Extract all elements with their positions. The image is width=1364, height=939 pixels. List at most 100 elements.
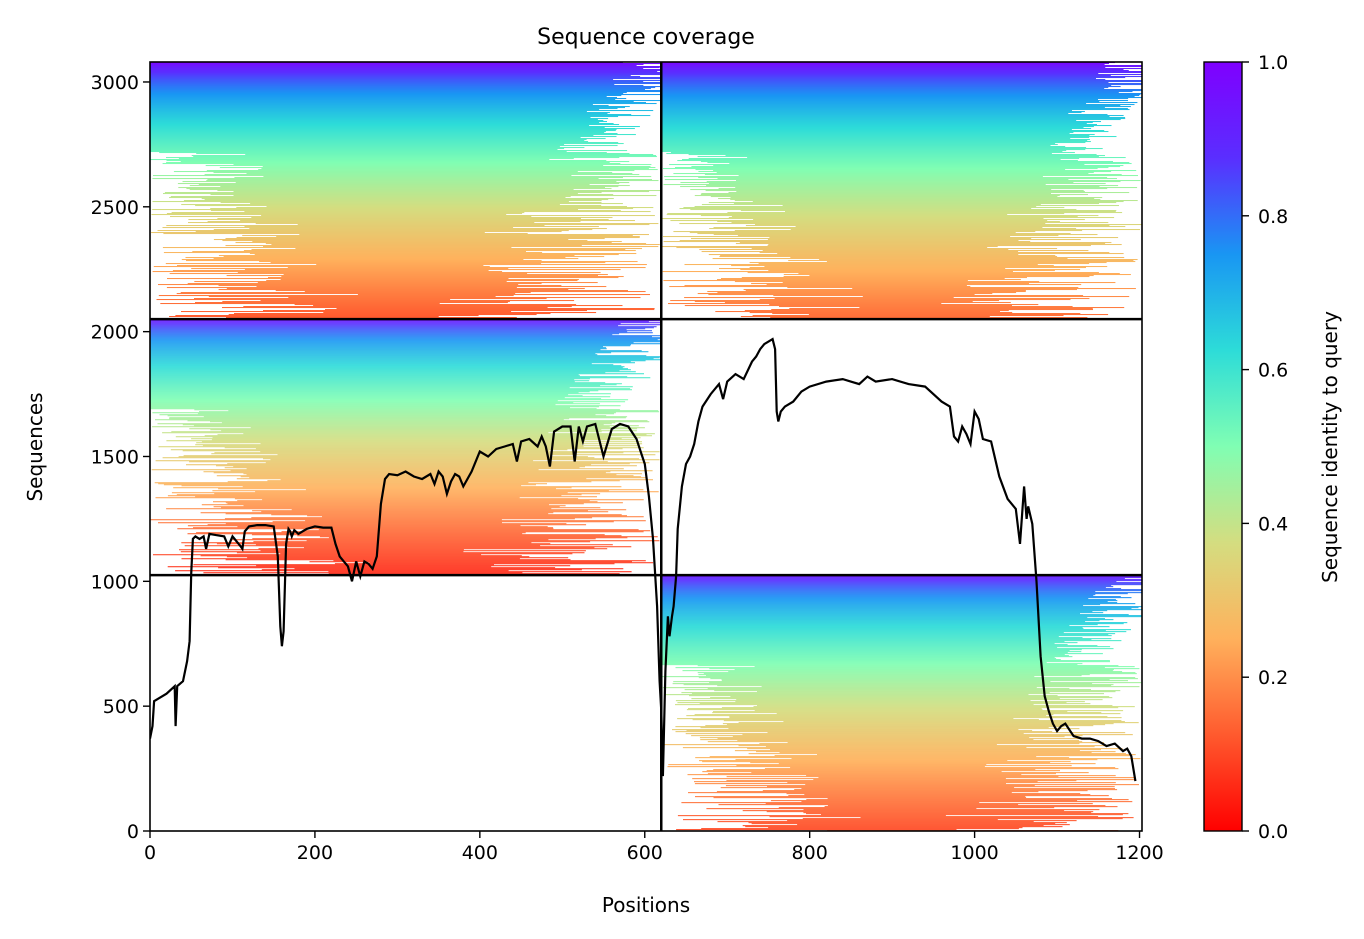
msa-row xyxy=(731,216,1078,218)
msa-row xyxy=(661,69,1124,71)
msa-row xyxy=(745,826,1063,828)
msa-row xyxy=(150,404,556,406)
msa-row xyxy=(242,486,622,488)
msa-row xyxy=(661,101,1100,103)
msa-row xyxy=(661,655,1069,657)
msa-row xyxy=(709,682,1142,684)
msa-row xyxy=(181,558,520,560)
msa-row xyxy=(276,236,640,238)
msa-row xyxy=(744,310,1009,312)
msa-row xyxy=(160,303,440,305)
msa-row xyxy=(150,408,597,410)
msa-row xyxy=(150,148,565,150)
msa-row xyxy=(216,475,634,477)
msa-row xyxy=(661,149,1086,151)
msa-row xyxy=(180,161,630,163)
msa-row xyxy=(661,578,1125,580)
msa-row xyxy=(661,590,1142,592)
msa-row xyxy=(779,752,1092,754)
msa-row xyxy=(661,582,1142,584)
msa-row xyxy=(186,260,542,262)
msa-row xyxy=(163,233,528,235)
msa-row xyxy=(199,411,660,413)
msa-row xyxy=(684,285,967,287)
msa-row xyxy=(777,253,1124,255)
msa-row xyxy=(150,377,651,379)
msa-row xyxy=(172,270,489,272)
msa-row xyxy=(661,650,1070,652)
x-tick-label: 600 xyxy=(627,842,663,864)
coverage-line xyxy=(150,337,1137,782)
msa-row xyxy=(177,528,554,530)
msa-row xyxy=(163,193,578,195)
msa-row xyxy=(249,253,637,255)
msa-row xyxy=(222,307,548,309)
msa-row xyxy=(739,242,1112,244)
msa-row xyxy=(764,266,1108,268)
msa-row xyxy=(661,588,1122,590)
msa-row xyxy=(734,230,1083,232)
msa-row xyxy=(738,745,1110,747)
msa-row xyxy=(740,269,1081,271)
y-axis-label: Sequences xyxy=(23,392,47,501)
msa-row xyxy=(225,523,567,525)
msa-row xyxy=(718,198,1095,200)
msa-row xyxy=(661,116,1110,118)
msa-row xyxy=(661,621,1086,623)
msa-row xyxy=(707,741,1083,743)
msa-row xyxy=(167,566,492,568)
msa-row xyxy=(661,610,1108,612)
msa-row xyxy=(173,487,572,489)
msa-row xyxy=(175,570,509,572)
msa-row xyxy=(713,165,1124,167)
msa-row xyxy=(244,269,621,271)
msa-row xyxy=(726,724,1106,726)
msa-row xyxy=(150,373,644,375)
msa-block-bottom-right xyxy=(661,575,1142,831)
msa-row xyxy=(196,532,526,534)
colorbar-tick-label: 0.8 xyxy=(1258,206,1288,228)
msa-row xyxy=(661,115,1124,117)
msa-row xyxy=(803,812,1092,814)
msa-row xyxy=(271,244,660,246)
msa-row xyxy=(186,188,612,190)
msa-row xyxy=(243,505,566,507)
msa-row xyxy=(244,211,651,213)
msa-row xyxy=(767,732,1126,734)
msa-row xyxy=(661,88,1105,90)
msa-row xyxy=(677,160,1078,162)
msa-row xyxy=(661,595,1094,597)
msa-row xyxy=(150,140,585,142)
msa-row xyxy=(679,223,1046,225)
msa-row xyxy=(699,737,1030,739)
msa-row xyxy=(187,533,523,535)
msa-row xyxy=(695,169,1066,171)
msa-row xyxy=(180,551,464,553)
msa-row xyxy=(661,643,1055,645)
msa-row xyxy=(661,605,1084,607)
msa-row xyxy=(661,637,1083,639)
msa-row xyxy=(726,780,1077,782)
msa-row xyxy=(670,300,999,302)
msa-row xyxy=(661,124,1097,126)
msa-row xyxy=(150,355,647,357)
msa-row xyxy=(150,89,645,91)
msa-row xyxy=(661,87,1109,89)
msa-row xyxy=(661,654,1065,656)
msa-row xyxy=(697,665,1119,667)
msa-row xyxy=(731,265,1054,267)
msa-row xyxy=(661,652,1068,654)
msa-row xyxy=(768,244,1122,246)
msa-row xyxy=(180,292,531,294)
msa-row xyxy=(661,579,1142,581)
msa-row xyxy=(150,375,580,377)
msa-row xyxy=(661,92,1119,94)
msa-row xyxy=(661,623,1124,625)
msa-row xyxy=(171,492,568,494)
msa-row xyxy=(661,645,1098,647)
msa-row xyxy=(661,608,1132,610)
msa-row xyxy=(150,372,606,374)
msa-row xyxy=(661,148,1103,150)
msa-row xyxy=(709,228,1077,230)
msa-row xyxy=(193,156,657,158)
